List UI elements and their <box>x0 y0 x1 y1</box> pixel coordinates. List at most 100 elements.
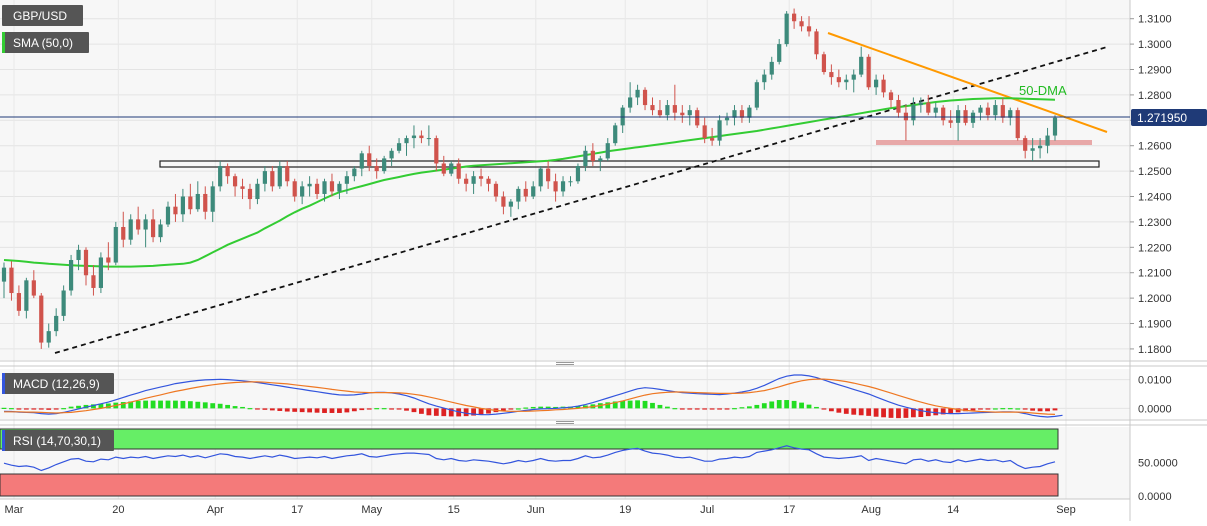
candle-body <box>680 112 685 116</box>
candle-body <box>307 183 312 187</box>
macd-histogram-bar <box>76 405 81 409</box>
macd-histogram-bar <box>202 402 208 409</box>
candle-body <box>881 79 886 93</box>
candle-body <box>799 21 804 27</box>
candle <box>493 181 499 202</box>
macd-histogram-bar <box>1045 408 1050 412</box>
macd-histogram-bar <box>769 401 775 409</box>
candle-body <box>598 158 603 161</box>
macd-histogram-bar <box>396 408 402 410</box>
candle <box>98 252 104 294</box>
candle-body <box>277 166 282 187</box>
candle-body <box>933 107 938 113</box>
descending-trendline <box>827 32 1108 133</box>
candle-body <box>568 181 573 183</box>
candle-body <box>464 178 469 184</box>
macd-histogram-bar <box>732 408 737 410</box>
candle-body <box>620 107 625 126</box>
rsi-tick-labels: 50.0000 0.0000 <box>1138 458 1178 504</box>
symbol-legend[interactable]: GBP/USD <box>2 5 83 26</box>
candle-body <box>1008 110 1013 118</box>
candle-body <box>859 56 864 75</box>
candle-body <box>396 143 402 151</box>
candle <box>143 214 148 248</box>
candle-body <box>851 74 856 80</box>
macd-histogram-bar <box>530 406 536 409</box>
candle <box>173 193 178 222</box>
candle <box>814 28 819 60</box>
candle <box>739 105 745 123</box>
rsi-resize-handle[interactable] <box>556 421 574 424</box>
macd-histogram-bar <box>173 400 178 409</box>
sma-legend[interactable]: SMA (50,0) <box>2 32 89 53</box>
candle-body <box>531 186 536 197</box>
candle <box>724 112 730 126</box>
candle-body <box>255 183 260 200</box>
candle-body <box>560 181 566 192</box>
candle <box>359 150 364 177</box>
candle-body <box>955 110 961 123</box>
macd-legend[interactable]: MACD (12,26,9) <box>2 373 114 394</box>
rsi-tick-label: 50.0000 <box>1138 458 1178 470</box>
candle-body <box>9 267 14 294</box>
candle <box>717 115 722 146</box>
candle-body <box>16 293 22 311</box>
candle-body <box>672 105 677 113</box>
candle <box>434 135 439 172</box>
time-tick-label: Jun <box>527 504 545 516</box>
macd-histogram-bar <box>784 400 790 409</box>
candle <box>978 105 983 121</box>
candle <box>792 8 797 29</box>
candle <box>150 209 156 243</box>
candle-body <box>247 188 253 200</box>
candle <box>650 97 655 116</box>
candle <box>866 54 871 90</box>
macd-histogram-bar <box>761 403 767 409</box>
macd-histogram-bar <box>635 400 640 409</box>
time-tick-label: 15 <box>448 504 460 516</box>
candle <box>546 160 551 189</box>
macd-histogram-bar <box>1030 408 1036 411</box>
macd-histogram-bar <box>940 408 946 415</box>
macd-histogram-bar <box>828 408 834 412</box>
candle <box>39 293 44 349</box>
candle-body <box>702 125 707 139</box>
candle <box>859 46 864 78</box>
candle-body <box>918 102 923 106</box>
candle-body <box>1045 135 1050 146</box>
candle-body <box>270 171 275 187</box>
macd-resize-handle[interactable] <box>556 362 574 365</box>
candle-body <box>150 219 156 238</box>
macd-histogram-bar <box>217 403 223 409</box>
time-tick-label: May <box>361 504 382 516</box>
macd-histogram-bar <box>843 408 849 414</box>
candle <box>121 211 126 248</box>
candle <box>232 173 238 197</box>
candle <box>277 160 282 189</box>
rsi-plot <box>3 445 1056 472</box>
candle-body <box>411 135 417 139</box>
candle-body <box>106 257 111 263</box>
macd-histogram-bar <box>814 406 819 409</box>
time-tick-label: 19 <box>619 504 631 516</box>
candle-body <box>203 193 208 212</box>
candle-body <box>359 153 364 169</box>
candle-body <box>948 120 953 123</box>
candle-body <box>374 166 379 172</box>
price-tick-label: 1.2200 <box>1138 242 1172 254</box>
macd-histogram-bar <box>970 408 976 411</box>
macd-histogram-bar <box>978 408 983 410</box>
macd-histogram-bar <box>210 403 216 409</box>
candle-body <box>285 166 290 182</box>
candle <box>314 178 320 200</box>
candle-body <box>180 196 185 215</box>
candle-body <box>210 186 215 212</box>
candle <box>158 219 163 243</box>
rsi-legend[interactable]: RSI (14,70,30,1) <box>2 430 114 451</box>
candle-body <box>613 125 618 144</box>
candle <box>1015 107 1020 141</box>
candle <box>61 285 66 321</box>
candle <box>926 94 931 116</box>
candle-body <box>829 72 834 78</box>
macd-histogram-bar <box>672 408 678 410</box>
